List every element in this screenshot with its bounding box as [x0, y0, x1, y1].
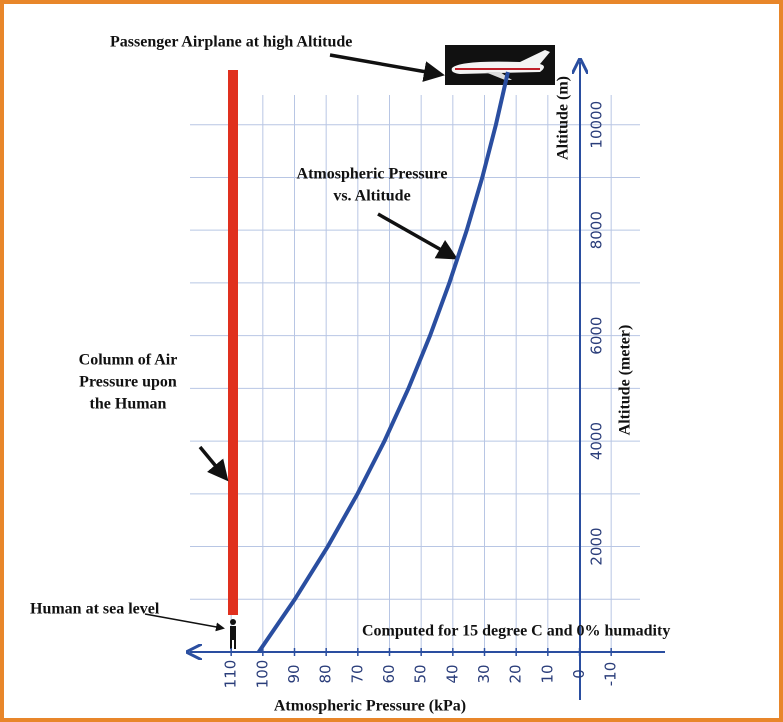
arrow [144, 613, 225, 632]
y-axis-end-label: Altitude (m) [555, 76, 572, 160]
annotation: Passenger Airplane at high Altitude [110, 34, 352, 51]
annotation: Computed for 15 degree C and 0% humadity [362, 623, 670, 640]
y-tick-label: 10000 [588, 101, 606, 149]
annotation: vs. Altitude [333, 188, 410, 205]
y-tick-label: 6000 [588, 317, 606, 355]
x-tick-label: 50 [412, 664, 430, 683]
annotation: Atmospheric Pressure [297, 166, 448, 183]
annotation: Pressure upon [79, 374, 177, 391]
arrow [198, 445, 229, 482]
airplane-icon [445, 45, 555, 85]
y-axis-label: Altitude (meter) [617, 325, 634, 436]
y-tick-label: 4000 [588, 422, 606, 460]
x-tick-label: 60 [380, 664, 398, 683]
annotation: Human at sea level [30, 601, 160, 618]
y-tick-label: 8000 [588, 211, 606, 249]
x-axis-label: Atmospheric Pressure (kPa) [274, 698, 466, 715]
arrow [329, 53, 445, 82]
human-icon [230, 619, 236, 649]
arrow [377, 212, 459, 260]
air-column [228, 70, 238, 615]
x-tick-label: 10 [538, 664, 556, 683]
annotation: Column of Air [79, 352, 178, 369]
x-tick-label: 80 [317, 664, 335, 683]
x-tick-label: -10 [602, 662, 620, 687]
y-tick-label: 2000 [588, 527, 606, 565]
x-tick-label: 20 [507, 664, 525, 683]
x-tick-label: 70 [348, 664, 366, 683]
x-tick-label: 110 [222, 660, 240, 689]
x-tick-label: 90 [285, 664, 303, 683]
x-tick-label: 100 [253, 660, 271, 689]
x-tick-label: 0 [570, 669, 588, 679]
x-tick-label: 30 [475, 664, 493, 683]
data-line [257, 71, 510, 654]
annotation: the Human [90, 396, 167, 413]
x-tick-label: 40 [443, 664, 461, 683]
